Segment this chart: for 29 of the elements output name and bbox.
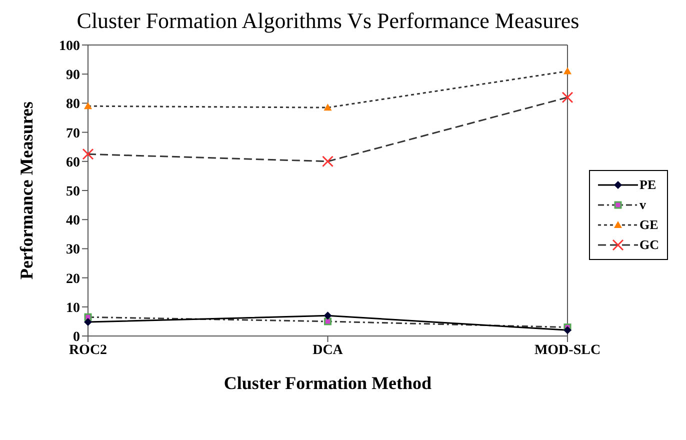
x-tick-label: DCA xyxy=(312,342,344,358)
y-axis-title: Performance Measures xyxy=(16,101,36,280)
point xyxy=(84,102,92,110)
x-tick-label: MOD-SLC xyxy=(534,342,601,358)
legend-label: v xyxy=(640,197,646,213)
y-tick-label: 40 xyxy=(66,214,80,229)
y-tick-label: 80 xyxy=(66,97,80,112)
point xyxy=(324,318,332,326)
point xyxy=(84,318,92,326)
y-tick-label: 10 xyxy=(66,300,80,316)
y-tick-label: 30 xyxy=(66,242,80,258)
y-tick-label: 50 xyxy=(66,184,80,200)
y-tick-label: 100 xyxy=(59,38,80,54)
chart-title: Cluster Formation Algorithms Vs Performance Measures xyxy=(76,8,580,34)
point xyxy=(564,326,572,334)
legend-label: PE xyxy=(640,177,656,193)
legend-label: GE xyxy=(640,217,658,233)
y-tick-label: 0 xyxy=(73,330,80,345)
point xyxy=(324,312,332,320)
x-axis-title: Cluster Formation Method xyxy=(224,373,432,393)
point xyxy=(84,313,92,321)
point xyxy=(324,104,332,111)
y-tick-label: 90 xyxy=(66,68,80,84)
y-tick-label: 20 xyxy=(66,272,80,287)
point xyxy=(564,67,572,74)
x-tick-label: ROC2 xyxy=(68,342,108,358)
y-tick-label: 70 xyxy=(66,126,80,142)
y-tick-label: 60 xyxy=(66,155,80,170)
legend-label: GC xyxy=(640,237,659,253)
